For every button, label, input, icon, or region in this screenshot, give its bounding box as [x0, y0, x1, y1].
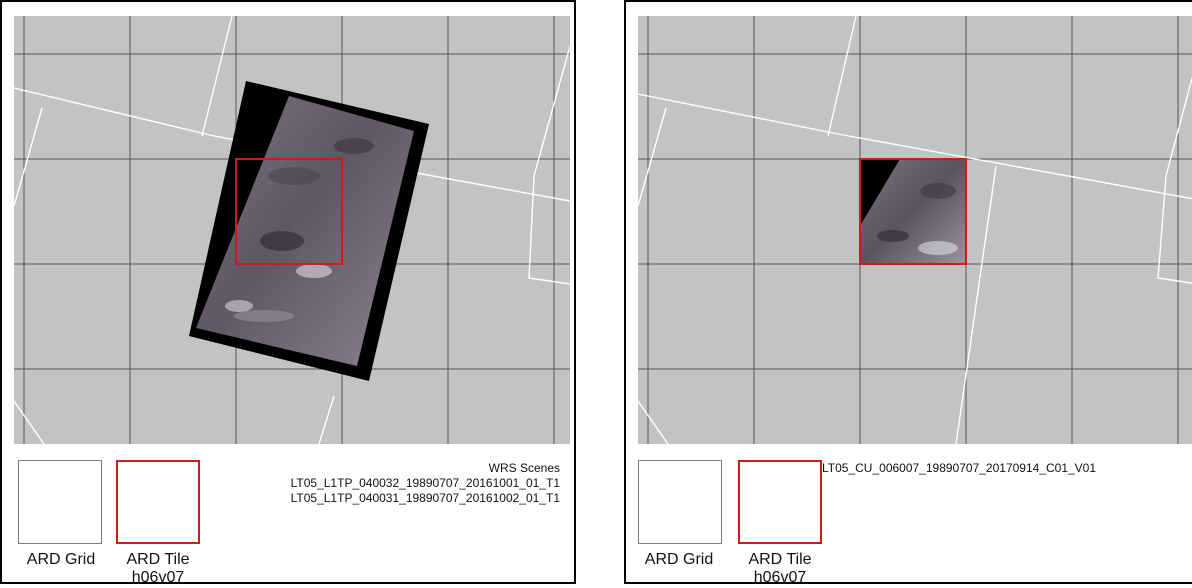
- ard-tile-legend-label: ARD Tile: [748, 551, 812, 568]
- ard-grid-legend-swatch: [18, 460, 102, 544]
- wrs-path-row-outlines: [14, 16, 570, 444]
- ard-grid-lines: [14, 16, 570, 444]
- ard-tile-outline: [235, 158, 343, 265]
- left-map-canvas: [14, 16, 570, 444]
- left-map-panel: ARD Grid ARD Tile h06v07 WRS Scenes LT05…: [0, 0, 576, 586]
- wrs-scene-item: LT05_L1TP_040031_19890707_20161002_01_T1: [290, 491, 560, 505]
- right-map-canvas: [638, 16, 1192, 444]
- imagery-texture: [225, 138, 374, 322]
- right-map-panel: ARD Grid ARD Tile h06v07 LT05_CU_006007_…: [624, 0, 1192, 586]
- left-map-frame[interactable]: [14, 16, 570, 444]
- ard-tile-legend-swatch: [116, 460, 200, 544]
- ard-tile-id-label: h06v07: [753, 569, 807, 586]
- ard-grid-legend-swatch: [638, 460, 722, 544]
- ard-tile-id-label: h06v07: [131, 569, 185, 586]
- ard-grid-legend-label: ARD Grid: [644, 551, 714, 568]
- ard-grid-legend-label: ARD Grid: [26, 551, 96, 568]
- imagery-texture: [877, 183, 958, 255]
- wrs-scene-item: LT05_L1TP_040032_19890707_20161001_01_T1: [290, 476, 560, 490]
- wrs-scenes-title: WRS Scenes: [488, 461, 560, 475]
- ard-scene-item: LT05_CU_006007_19890707_20170914_C01_V01: [822, 461, 1097, 475]
- ard-tile-legend-swatch: [738, 460, 822, 544]
- ard-tile-legend-label: ARD Tile: [126, 551, 190, 568]
- wrs-path-row-outlines: [638, 16, 1192, 444]
- right-map-frame[interactable]: [638, 16, 1192, 444]
- ard-tile-outline: [859, 158, 967, 265]
- landsat-scene-imagery: [196, 96, 414, 366]
